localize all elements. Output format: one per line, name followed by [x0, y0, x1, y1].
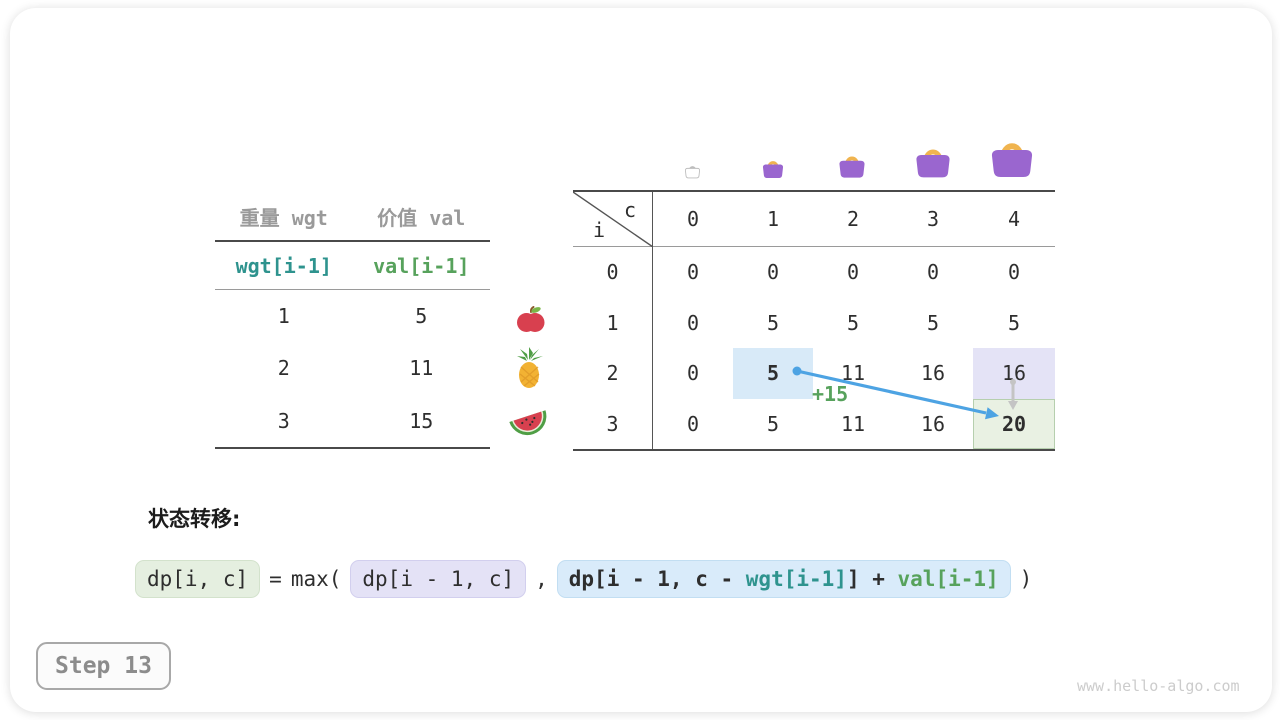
added-value-label: +15: [812, 382, 849, 406]
items-table: 重量 wgt 价值 val wgt[i-1] val[i-1] 1 5 2 11…: [215, 193, 490, 449]
formula-arg1-chip: dp[i - 1, c]: [350, 560, 527, 598]
formula-lhs-chip: dp[i, c]: [135, 560, 261, 598]
dp-cell-0-0: 0: [686, 260, 700, 285]
dp-row-header-3: 3: [573, 398, 653, 449]
dp-cell-3-3: 16: [920, 411, 946, 436]
item-2-value: 11: [409, 356, 434, 381]
dp-cell-3-2: 11: [840, 411, 866, 436]
item-3-weight: 3: [277, 408, 290, 433]
dp-col-header-2: 2: [813, 192, 893, 247]
formula-arg2-chip: dp[i - 1, c - wgt[i-1]] + val[i-1]: [556, 560, 1011, 598]
dp-cell-2-0: 0: [686, 361, 700, 386]
item-3-value: 15: [409, 408, 434, 433]
dp-cell-0-3: 0: [926, 260, 940, 285]
dp-col-header-4: 4: [973, 192, 1055, 247]
value-column-header: 价值 val: [377, 206, 466, 230]
dp-col-header-3: 3: [893, 192, 973, 247]
item-2-weight: 2: [277, 356, 290, 381]
dp-col-header-0: 0: [653, 192, 733, 247]
formula-arg2-val: val[i-1]: [897, 567, 999, 591]
step-badge: Step 13: [36, 642, 171, 690]
bag-empty-icon: [684, 162, 701, 179]
row-variable-label: i: [593, 218, 606, 242]
apple-icon: [515, 304, 547, 336]
bag-2-icon: [837, 150, 867, 179]
formula-arg2-prefix: dp[i - 1, c -: [568, 567, 746, 591]
dp-cell-2-3: 16: [920, 361, 946, 386]
dp-table: c i 0 1 2 3 4 0 0 0 0 0 0 1 0 5 5 5 5 2 …: [573, 190, 1055, 451]
col-variable-label: c: [623, 198, 636, 222]
formula-close-paren: ): [1019, 567, 1033, 591]
dp-cell-1-4: 5: [1007, 310, 1021, 335]
val-index-label: val[i-1]: [373, 253, 470, 278]
item-row-2: 2 11: [215, 342, 490, 394]
dp-cell-2-4-source-highlight: 16: [973, 348, 1055, 399]
dp-cell-0-2: 0: [846, 260, 860, 285]
dp-cell-1-1: 5: [766, 310, 780, 335]
dp-cell-1-0: 0: [686, 310, 700, 335]
bag-3-icon: [913, 141, 953, 179]
item-row-1: 1 5: [215, 290, 490, 342]
bag-1-icon: [761, 156, 785, 179]
item-row-3: 3 15: [215, 395, 490, 447]
dp-col-header-1: 1: [733, 192, 813, 247]
formula-arg2-mid: ] +: [846, 567, 898, 591]
dp-row-header-0: 0: [573, 247, 653, 298]
wgt-index-label: wgt[i-1]: [235, 253, 332, 278]
formula-equals: =: [269, 567, 282, 591]
items-table-header: 重量 wgt 价值 val: [215, 193, 490, 240]
dp-row-header-1: 1: [573, 297, 653, 348]
dp-cell-1-3: 5: [926, 310, 940, 335]
item-1-value: 5: [415, 304, 428, 329]
dp-corner-cell: c i: [573, 192, 653, 247]
weight-column-header: 重量 wgt: [239, 206, 328, 230]
dp-cell-0-4: 0: [1007, 260, 1021, 285]
dp-cell-3-0: 0: [686, 411, 700, 436]
pineapple-icon: [513, 347, 547, 391]
formula-comma: ,: [535, 567, 548, 591]
dp-cell-3-4-target-highlight: 20: [973, 398, 1055, 449]
dp-cell-0-1: 0: [766, 260, 780, 285]
dp-cell-2-1-source-highlight: 5: [733, 348, 813, 399]
watermelon-icon: [505, 402, 551, 440]
transition-title: 状态转移:: [148, 507, 241, 531]
dp-cell-3-1: 5: [766, 411, 780, 436]
formula-arg2-wgt: wgt[i-1]: [745, 567, 847, 591]
items-table-index-row: wgt[i-1] val[i-1]: [215, 240, 490, 290]
item-1-weight: 1: [277, 304, 290, 329]
transition-formula: dp[i, c] = max( dp[i - 1, c] , dp[i - 1,…: [135, 560, 1032, 598]
dp-row-header-2: 2: [573, 348, 653, 399]
bag-4-icon: [988, 133, 1036, 179]
dp-cell-1-2: 5: [846, 310, 860, 335]
formula-max-open: max(: [290, 567, 342, 591]
site-watermark: www.hello-algo.com: [1077, 677, 1240, 695]
